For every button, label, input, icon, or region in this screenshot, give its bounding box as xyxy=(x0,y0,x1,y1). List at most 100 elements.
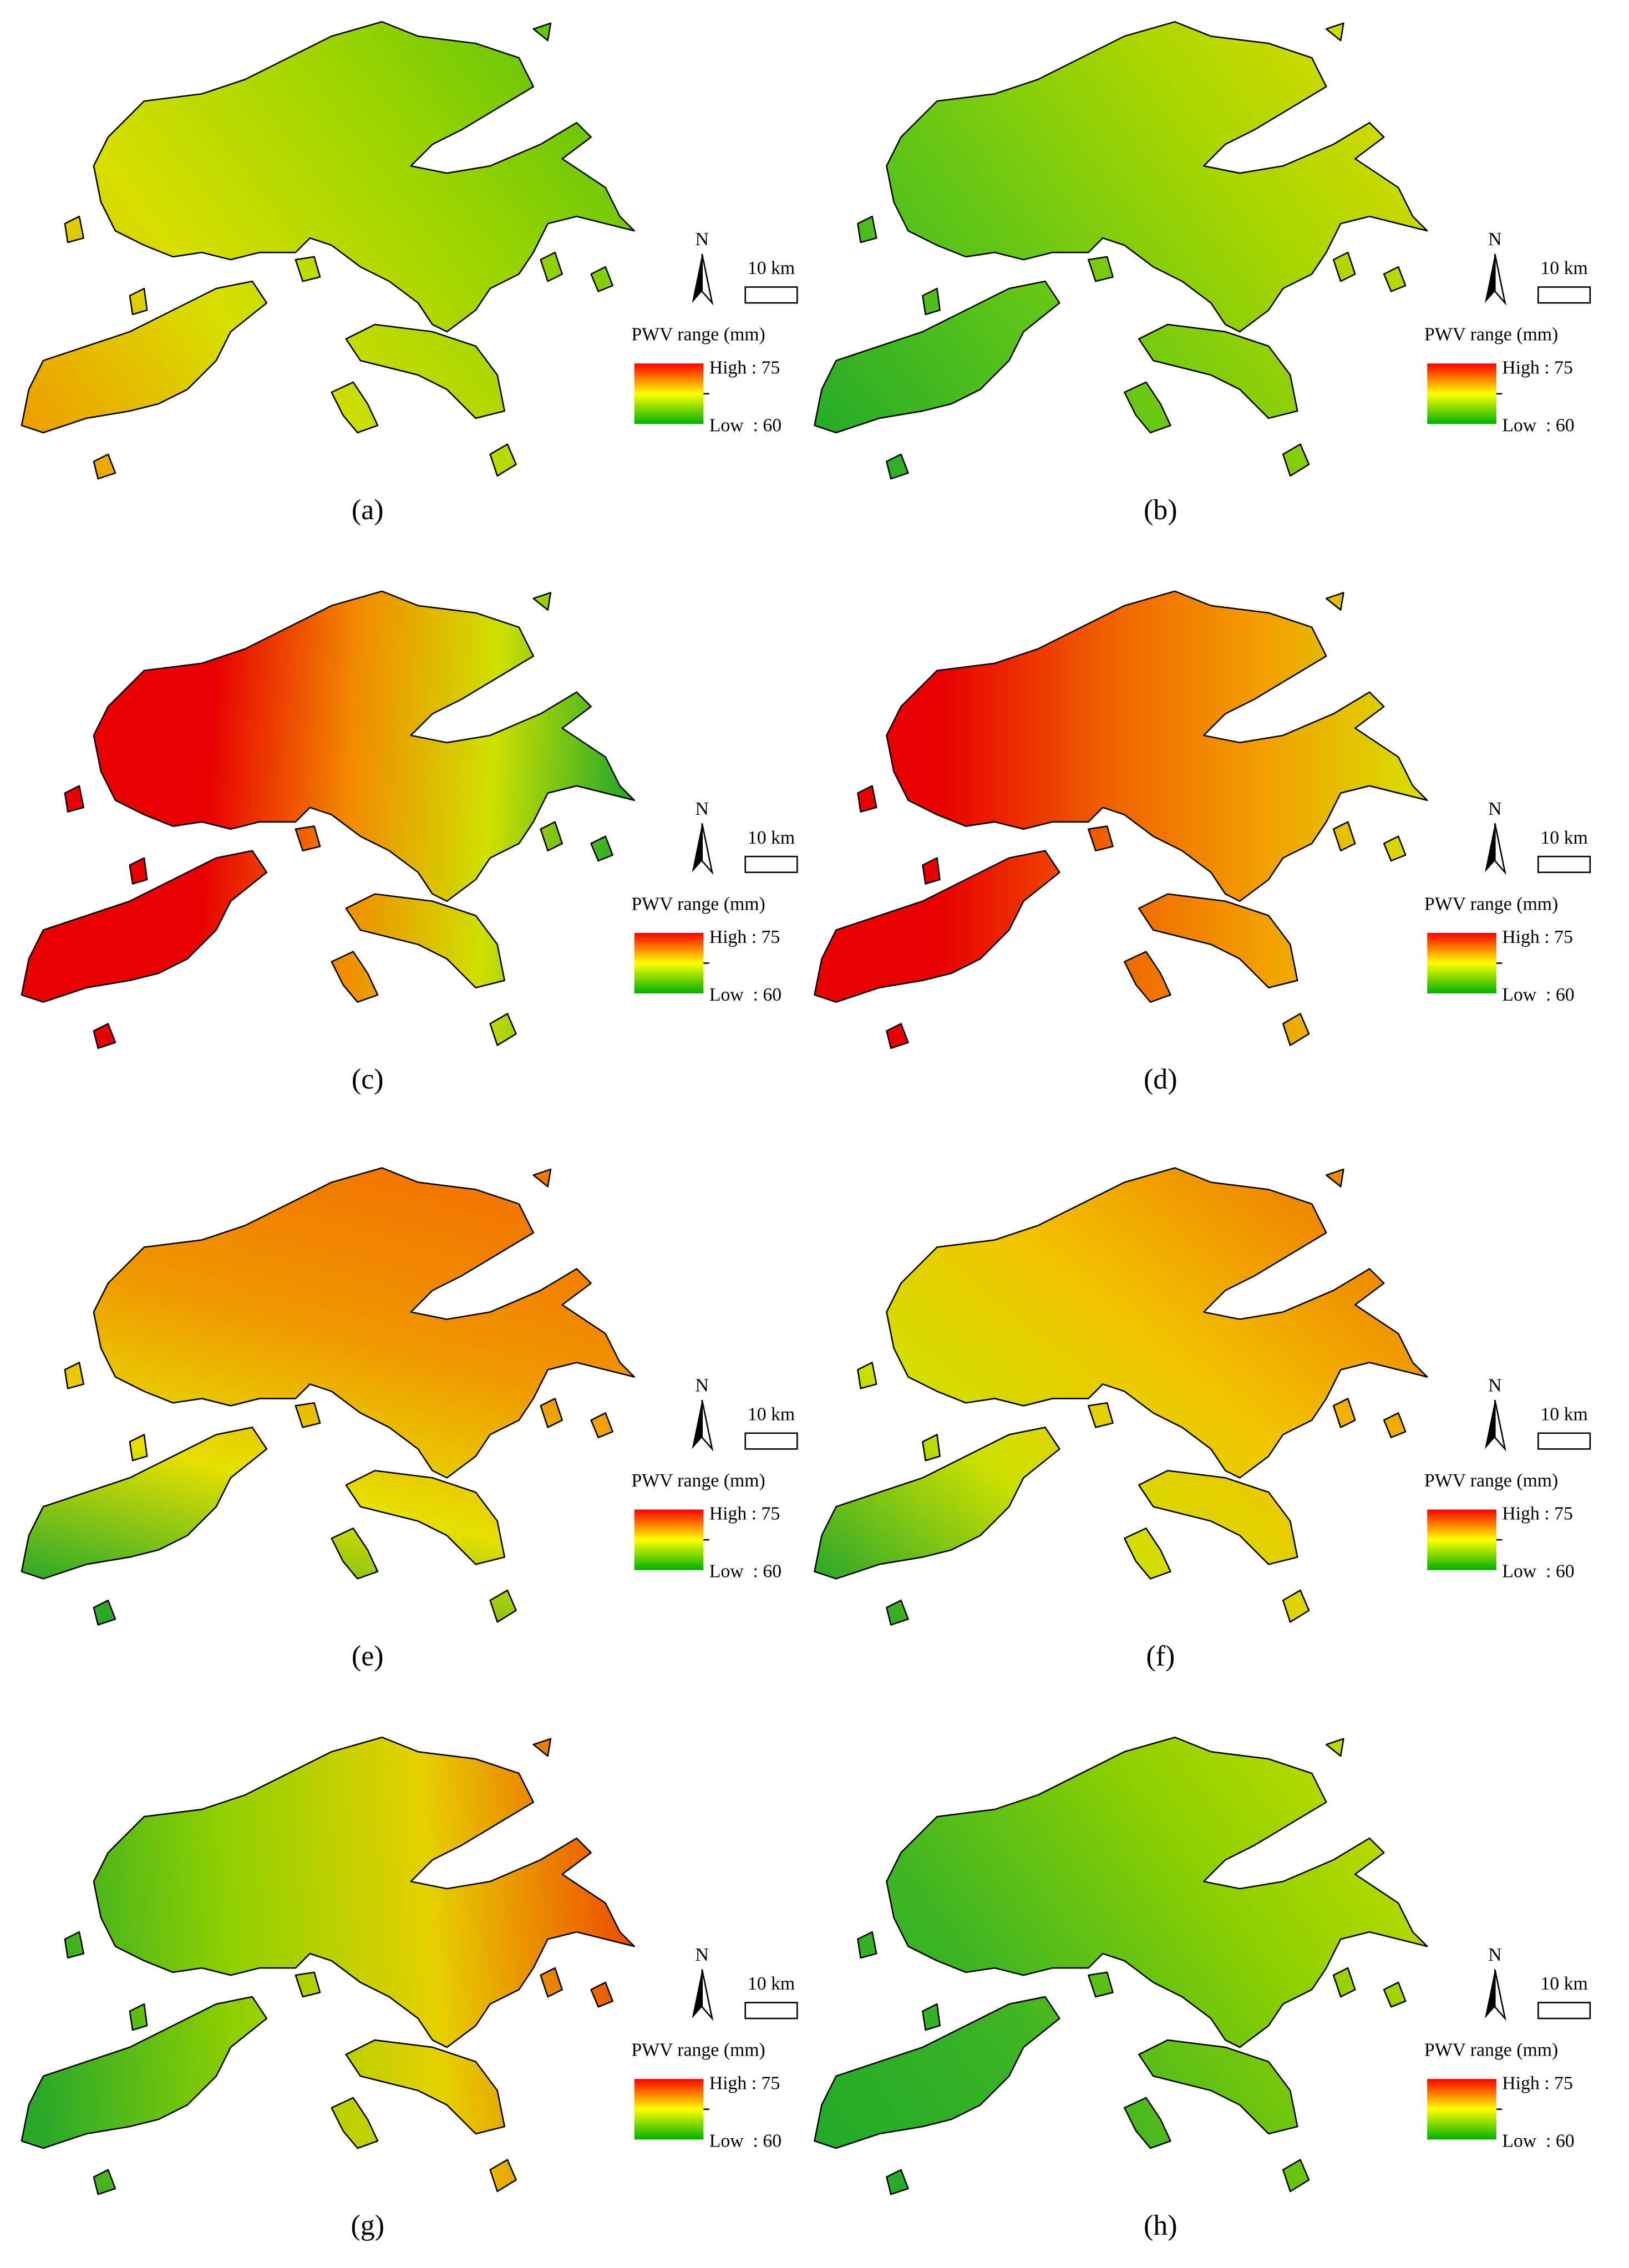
legend-ramp xyxy=(634,363,704,424)
land xyxy=(489,2159,517,2193)
land xyxy=(814,850,1060,1003)
land xyxy=(886,1167,1428,1479)
land xyxy=(295,1971,321,1998)
land xyxy=(345,893,505,988)
land xyxy=(1124,951,1171,1003)
map-panel: N 10 km PWV range (mm) High : 75 Low : 60 (h) xyxy=(814,1736,1591,2241)
legend-ramp xyxy=(634,2079,704,2140)
land xyxy=(21,850,268,1003)
land xyxy=(532,1168,552,1188)
land xyxy=(886,1600,909,1626)
land xyxy=(21,1427,268,1580)
land xyxy=(590,835,613,862)
land xyxy=(1124,1528,1171,1580)
land xyxy=(814,1996,1060,2149)
scale-bar xyxy=(744,855,798,874)
land xyxy=(489,1013,517,1046)
panel-label: (b) xyxy=(1144,494,1178,526)
scale-label: 10 km xyxy=(1540,258,1587,278)
legend-high: High : 75 xyxy=(709,357,780,378)
land xyxy=(295,1402,321,1428)
land xyxy=(857,215,877,243)
north-arrow xyxy=(1485,253,1495,303)
land xyxy=(331,2097,379,2149)
scale-label: 10 km xyxy=(1540,828,1587,848)
land xyxy=(922,857,941,885)
land xyxy=(1383,1981,1407,2008)
legend-ramp xyxy=(1427,1509,1496,1570)
map-panel: N 10 km PWV range (mm) High : 75 Low : 60 (e) xyxy=(21,1167,798,1672)
scale-bar xyxy=(1537,855,1591,874)
scale-bar xyxy=(744,286,798,304)
land xyxy=(922,2003,941,2031)
north-arrow xyxy=(1494,823,1506,875)
land xyxy=(1383,266,1407,292)
land xyxy=(1124,2097,1171,2149)
legend-high: High : 75 xyxy=(1502,2073,1573,2093)
north-arrow xyxy=(701,253,714,306)
land xyxy=(814,1427,1060,1580)
legend-title: PWV range (mm) xyxy=(1424,324,1558,345)
land xyxy=(21,280,268,434)
panel-label: (h) xyxy=(1144,2210,1178,2241)
scale-bar xyxy=(1537,286,1591,304)
land xyxy=(331,381,379,434)
north-arrow xyxy=(692,1969,702,2019)
legend-ramp xyxy=(634,932,704,994)
map-panel: N 10 km PWV range (mm) High : 75 Low : 60 (b) xyxy=(814,21,1591,526)
legend-low: Low : 60 xyxy=(709,1561,781,1582)
legend-title: PWV range (mm) xyxy=(631,324,765,345)
land xyxy=(886,1736,1428,2048)
north-arrow xyxy=(1485,823,1495,872)
land xyxy=(590,266,613,292)
north-arrow xyxy=(1485,1400,1495,1449)
legend-ramp xyxy=(1427,363,1496,424)
land xyxy=(345,323,505,419)
land xyxy=(1332,1398,1356,1428)
land xyxy=(922,1434,941,1462)
north-arrow xyxy=(692,823,702,872)
land xyxy=(1138,2039,1298,2135)
land xyxy=(1325,1168,1344,1188)
map-panel: N 10 km PWV range (mm) High : 75 Low : 60 (d) xyxy=(814,590,1591,1095)
land xyxy=(93,453,116,480)
land xyxy=(489,1589,517,1623)
scale-label: 10 km xyxy=(748,828,795,848)
legend-title: PWV range (mm) xyxy=(631,2040,765,2061)
legend-title: PWV range (mm) xyxy=(1424,894,1558,914)
scale-label: 10 km xyxy=(748,1404,795,1424)
land xyxy=(886,2169,909,2195)
north-arrow xyxy=(1494,253,1506,306)
land xyxy=(1138,1470,1298,1565)
scale-label: 10 km xyxy=(1540,1404,1587,1424)
land xyxy=(1282,1013,1310,1046)
land xyxy=(21,1996,268,2149)
land xyxy=(1383,835,1407,862)
land xyxy=(1332,821,1356,852)
land xyxy=(93,1600,116,1626)
land xyxy=(1325,1738,1344,1757)
land xyxy=(1282,443,1310,477)
land xyxy=(1088,1402,1114,1428)
land xyxy=(886,590,1428,902)
land xyxy=(489,443,517,477)
legend-low: Low : 60 xyxy=(1502,985,1574,1005)
land xyxy=(532,1738,552,1757)
scale-bar xyxy=(1537,2002,1591,2020)
legend-low: Low : 60 xyxy=(1502,1561,1574,1582)
land xyxy=(93,1167,635,1479)
land xyxy=(345,1470,505,1565)
scale-bar xyxy=(1537,1432,1591,1450)
land xyxy=(532,22,552,42)
north-label: N xyxy=(696,1945,709,1965)
land xyxy=(886,1023,909,1049)
land xyxy=(1325,592,1344,611)
legend-high: High : 75 xyxy=(709,1504,780,1524)
legend-low: Low : 60 xyxy=(709,415,781,435)
legend-title: PWV range (mm) xyxy=(1424,2040,1558,2061)
land xyxy=(93,2169,116,2195)
land xyxy=(1088,825,1114,852)
land xyxy=(540,1967,563,1998)
legend-title: PWV range (mm) xyxy=(1424,1470,1558,1491)
